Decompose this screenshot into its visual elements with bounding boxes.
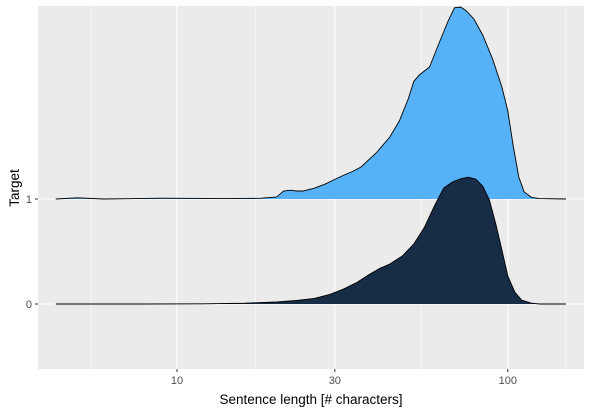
ridge-outline-1 [55, 6, 567, 200]
y-tick-label: 1 [26, 194, 32, 206]
x-axis-title: Sentence length [# characters] [219, 392, 402, 407]
x-tick-label: 30 [329, 375, 341, 387]
y-axis-ticks: 01 [26, 194, 38, 311]
ridge-area-0 [55, 177, 567, 304]
x-tick-label: 100 [499, 375, 517, 387]
y-tick-label: 0 [26, 299, 32, 311]
ridge-outline-0 [55, 176, 566, 305]
density-ridges [55, 6, 567, 305]
x-tick-label: 10 [171, 375, 183, 387]
x-axis-ticks: 10 30 100 [171, 369, 517, 387]
ridge-area-1 [55, 7, 567, 199]
y-axis-title: Target [7, 169, 22, 207]
